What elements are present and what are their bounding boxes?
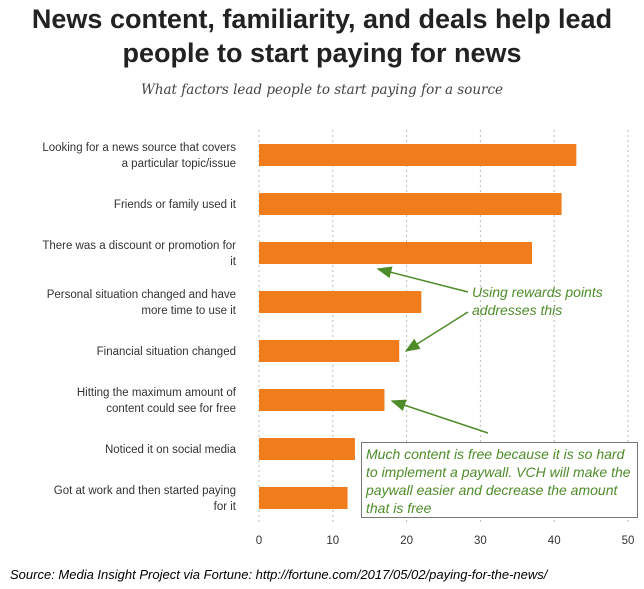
paywall-annotation-line-1: Much content is free because it is so ha… — [366, 446, 625, 462]
category-label: There was a discount or promotion for — [42, 240, 236, 252]
source-note: Source: Media Insight Project via Fortun… — [10, 567, 548, 582]
category-label: Noticed it on social media — [105, 444, 237, 456]
bar-4 — [259, 291, 422, 313]
x-tick-label: 20 — [400, 535, 413, 547]
paywall-arrow — [390, 399, 489, 434]
category-label: Hitting the maximum amount of — [77, 387, 237, 399]
x-tick-label: 50 — [622, 535, 635, 547]
category-label: Looking for a news source that covers — [42, 142, 236, 154]
x-tick-label: 40 — [548, 535, 561, 547]
rewards-annotation-line-2: addresses this — [472, 302, 563, 318]
bar-1 — [259, 144, 577, 166]
bar-3 — [259, 242, 533, 264]
category-label: it — [230, 256, 237, 268]
bar-5 — [259, 340, 400, 362]
chart-subtitle: What factors lead people to start paying… — [140, 82, 504, 98]
x-tick-label: 30 — [474, 535, 487, 547]
category-label: Personal situation changed and have — [47, 289, 236, 301]
paywall-annotation-line-2: to implement a paywall. VCH will make th… — [366, 464, 631, 480]
bar-2 — [259, 193, 562, 215]
paywall-annotation: Much content is free because it is so ha… — [361, 442, 638, 518]
chart-title-line-2: people to start paying for news — [122, 38, 522, 68]
paywall-annotation-line-4: that is free — [366, 500, 432, 516]
category-label: a particular topic/issue — [122, 158, 236, 170]
chart-title: News content, familiarity, and deals hel… — [0, 2, 644, 70]
x-tick-label: 10 — [326, 535, 339, 547]
rewards-arrow-2 — [404, 311, 469, 352]
rewards-arrow-1 — [376, 266, 469, 293]
x-tick-label: 0 — [256, 535, 262, 547]
chart-title-line-1: News content, familiarity, and deals hel… — [31, 4, 613, 34]
bar-6 — [259, 389, 385, 411]
category-label: Financial situation changed — [97, 346, 236, 358]
category-label: content could see for free — [106, 403, 236, 415]
bar-7 — [259, 438, 355, 460]
rewards-annotation-line-1: Using rewards points — [472, 284, 603, 300]
rewards-annotation: Using rewards points addresses this — [472, 283, 603, 319]
category-label: Friends or family used it — [114, 199, 237, 211]
category-label: Got at work and then started paying — [54, 485, 236, 497]
category-label: more time to use it — [141, 305, 236, 317]
paywall-annotation-line-3: paywall easier and decrease the amount — [366, 482, 618, 498]
bar-8 — [259, 487, 348, 509]
category-label: for it — [214, 501, 237, 513]
